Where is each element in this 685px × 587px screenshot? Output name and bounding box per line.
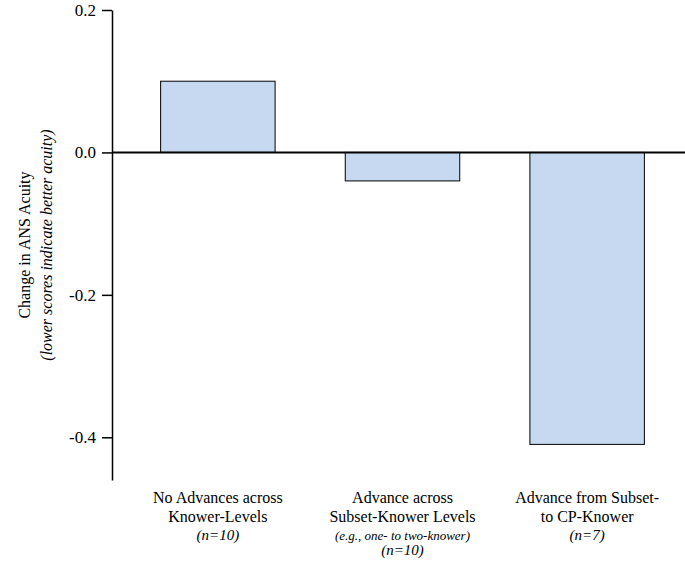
y-tick-label: 0.2 bbox=[75, 1, 96, 20]
bar bbox=[530, 152, 644, 444]
y-axis-line bbox=[112, 11, 114, 481]
x-tick-label: Advance from Subset-to CP-Knower bbox=[515, 489, 659, 525]
x-tick-note: (n=10) bbox=[381, 542, 424, 559]
x-tick-label: No Advances acrossKnower-Levels bbox=[153, 489, 283, 525]
y-tick-mark bbox=[102, 10, 112, 12]
y-axis-title: Change in ANS Acuity(lower scores indica… bbox=[16, 129, 56, 360]
y-tick-mark bbox=[102, 152, 112, 154]
y-axis: 0.2 0.0 -0.2 -0.4 bbox=[69, 1, 112, 481]
y-tick-mark bbox=[102, 437, 112, 439]
y-tick: -0.4 bbox=[69, 428, 112, 447]
y-tick-label: -0.2 bbox=[69, 286, 96, 305]
bars bbox=[161, 81, 645, 444]
y-tick: -0.2 bbox=[69, 286, 112, 305]
x-tick-note: (e.g., one- to two-knower) bbox=[335, 528, 470, 543]
y-tick-label: -0.4 bbox=[69, 428, 96, 447]
y-tick: 0.2 bbox=[75, 1, 112, 20]
bar bbox=[161, 81, 275, 152]
y-tick-mark bbox=[102, 295, 112, 297]
x-tick-note: (n=7) bbox=[570, 527, 605, 544]
zero-line bbox=[112, 151, 685, 153]
bar bbox=[345, 152, 459, 180]
x-tick-note: (n=10) bbox=[197, 527, 240, 544]
x-axis: No Advances acrossKnower-Levels (n=10) Adv… bbox=[153, 489, 659, 559]
y-tick-label: 0.0 bbox=[75, 143, 96, 162]
y-tick: 0.0 bbox=[75, 143, 112, 162]
chart: 0.2 0.0 -0.2 -0.4 Change in ANS Acuity(lower… bbox=[0, 0, 685, 587]
x-tick-label: Advance acrossSubset-Knower Levels bbox=[329, 489, 475, 525]
